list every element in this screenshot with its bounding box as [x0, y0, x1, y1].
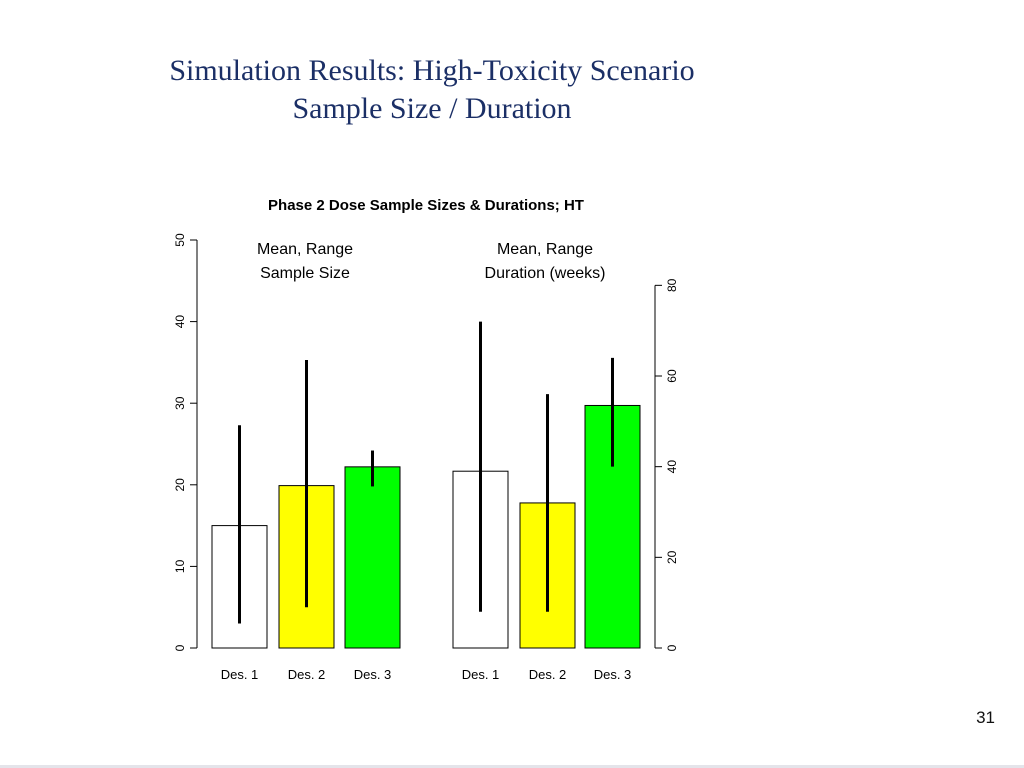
y-tick-label: 60	[665, 369, 679, 383]
chart-title: Phase 2 Dose Sample Sizes & Durations; H…	[268, 197, 584, 214]
x-tick-label: Des. 2	[288, 667, 326, 682]
y-tick-label: 50	[173, 233, 187, 247]
y-tick-label: 30	[173, 396, 187, 410]
x-tick-label: Des. 1	[462, 667, 500, 682]
bar-chart: Phase 2 Dose Sample Sizes & Durations; H…	[173, 197, 679, 682]
panel-annotation: Mean, Range	[257, 241, 353, 258]
y-tick-label: 10	[173, 559, 187, 573]
slide-title: Simulation Results: High-Toxicity Scenar…	[60, 52, 804, 128]
x-tick-label: Des. 1	[221, 667, 259, 682]
y-tick-label: 0	[173, 644, 187, 651]
bottom-rule	[0, 765, 1024, 768]
y-tick-label: 0	[665, 644, 679, 651]
panel-annotation: Duration (weeks)	[485, 265, 606, 282]
panel-annotation: Mean, Range	[497, 241, 593, 258]
bar	[344, 466, 401, 649]
y-tick-label: 20	[173, 478, 187, 492]
plot-area: 0 10 20 30 40 50 Mean, Range Sample Size Des. 1 D…	[173, 233, 679, 682]
y-tick-label: 40	[665, 460, 679, 474]
x-tick-label: Des. 3	[594, 667, 632, 682]
y-tick-label: 20	[665, 550, 679, 564]
slide-title-line-1: Simulation Results: High-Toxicity Scenar…	[169, 54, 695, 87]
x-tick-label: Des. 3	[354, 667, 392, 682]
y-tick-label: 80	[665, 278, 679, 292]
slide-title-line-2: Sample Size / Duration	[292, 92, 572, 125]
x-tick-label: Des. 2	[529, 667, 567, 682]
page-number: 31	[976, 708, 995, 727]
y-tick-label: 40	[173, 315, 187, 329]
panel-annotation: Sample Size	[260, 265, 350, 282]
